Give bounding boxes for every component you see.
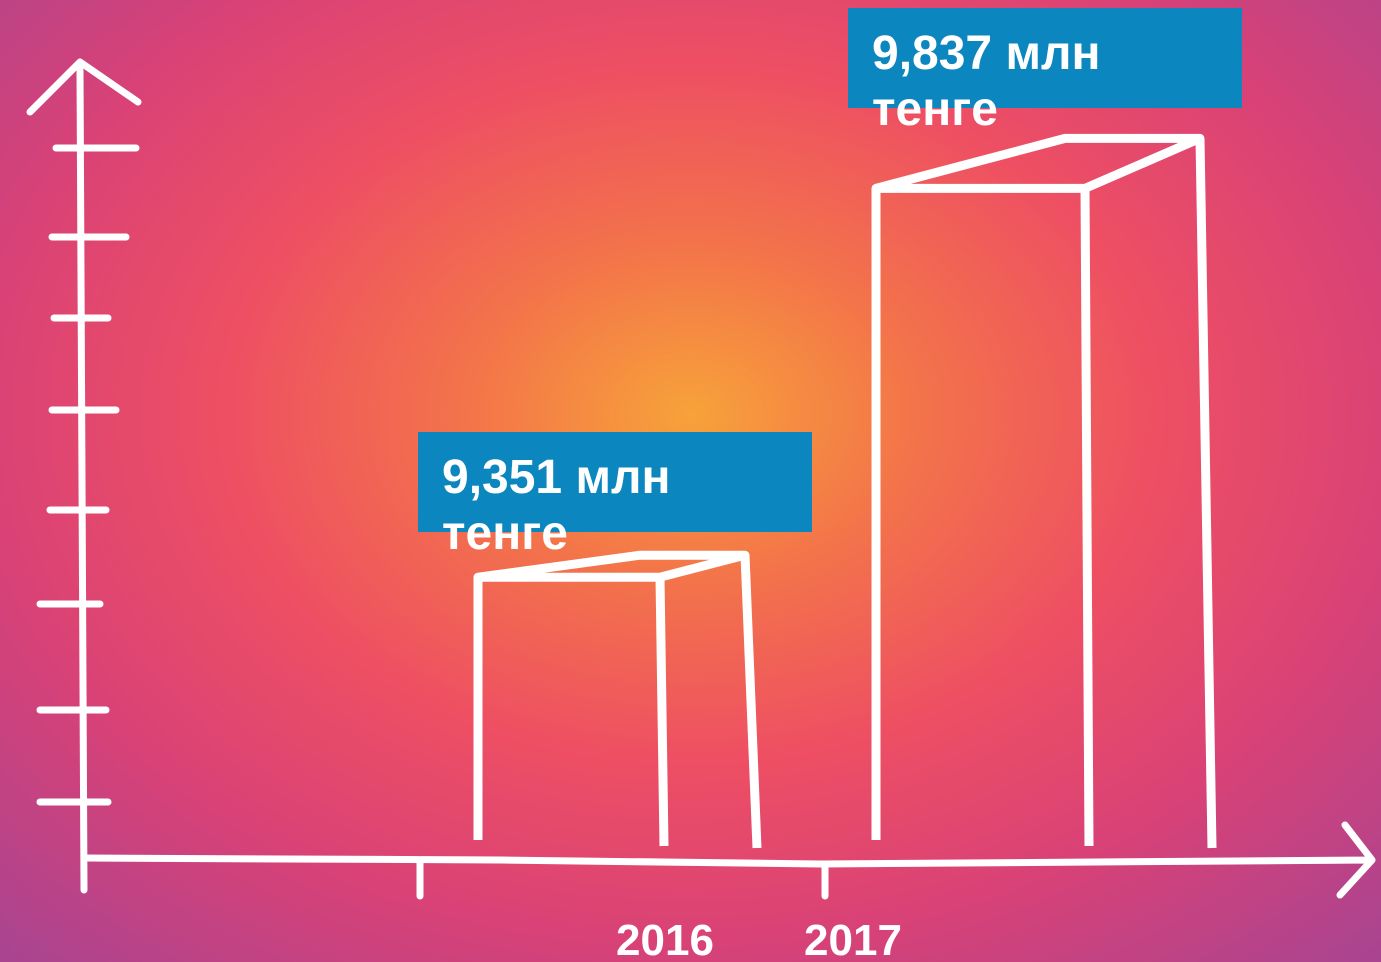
bar <box>876 138 1212 848</box>
chart: 2016 2017 9,351 млн тенге 9,837 млн тенге <box>0 0 1381 962</box>
y-axis <box>30 62 138 890</box>
value-label: 9,351 млн тенге <box>418 432 812 532</box>
x-tick-marks <box>420 862 825 896</box>
x-tick-label: 2017 <box>804 916 902 962</box>
x-axis <box>84 825 1372 895</box>
axis-tick-marks <box>40 148 136 802</box>
x-tick-label: 2016 <box>616 916 714 962</box>
value-label: 9,837 млн тенге <box>848 8 1242 108</box>
bar <box>478 555 757 848</box>
